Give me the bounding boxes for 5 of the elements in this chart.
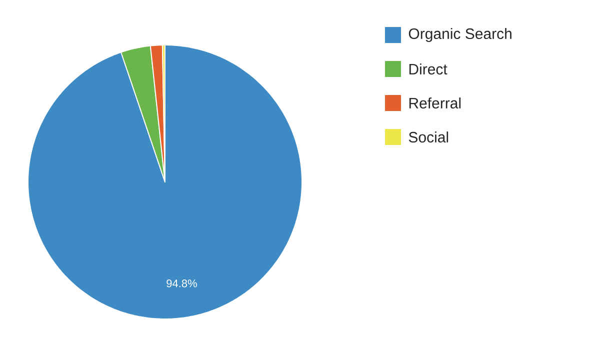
legend-label: Organic Search [408,28,512,42]
data-label: 94.8% [166,279,197,288]
legend-label: Referral [409,97,461,108]
legend-label: Social [408,131,448,142]
legend-label: Direct [409,63,448,74]
